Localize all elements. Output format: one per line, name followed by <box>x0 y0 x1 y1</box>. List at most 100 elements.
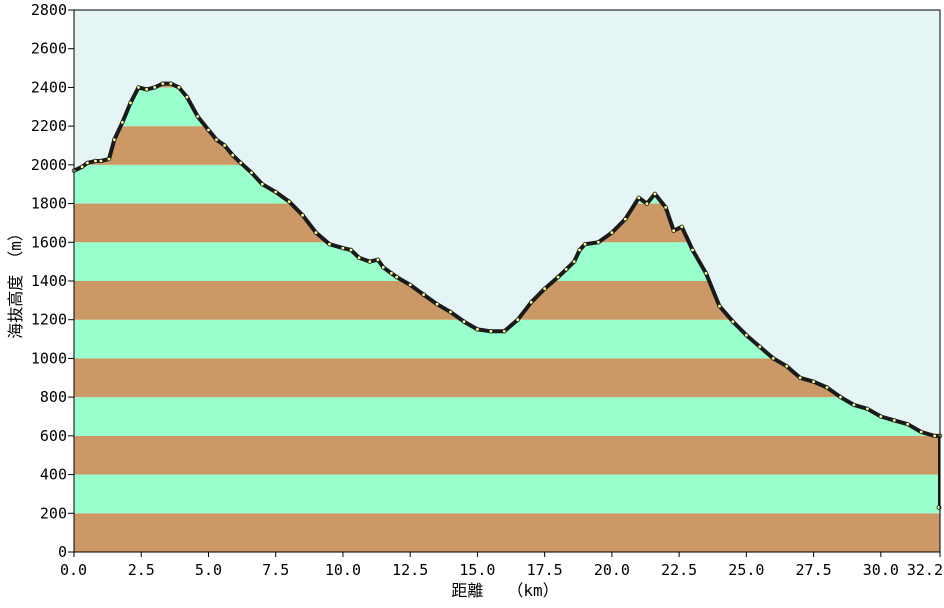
elevation-point <box>93 158 98 164</box>
x-tick-label: 30.0 <box>863 561 899 579</box>
elevation-point <box>260 181 265 187</box>
elevation-point <box>529 300 534 305</box>
elevation-point <box>488 329 494 334</box>
elevation-point <box>184 94 190 100</box>
x-tick-label: 22.5 <box>661 561 697 579</box>
elevation-point <box>784 364 789 369</box>
elevation-point <box>394 274 399 280</box>
elevation-point <box>905 422 910 427</box>
elevation-point <box>932 433 937 439</box>
axes: 0 200 400 600 800 1000 1200 1400 1600 1800 2000 220… <box>31 1 943 579</box>
elevation-point <box>195 114 200 119</box>
elevation-profile <box>71 81 943 510</box>
y-tick-label: 2000 <box>31 156 67 174</box>
sky-area <box>74 10 940 436</box>
elevation-point <box>577 247 582 253</box>
elevation-point <box>730 319 736 324</box>
y-tick-label: 1200 <box>31 311 67 329</box>
x-tick-label: 0.0 <box>60 561 87 579</box>
elevation-point <box>838 394 843 400</box>
y-tick-label: 1600 <box>31 233 67 251</box>
x-tick-label: 17.5 <box>527 561 563 579</box>
elevation-point <box>757 344 762 349</box>
elevation-point <box>824 385 830 390</box>
elevation-band <box>74 435 940 475</box>
elevation-point <box>408 282 413 288</box>
elevation-point <box>717 304 722 309</box>
elevation-point <box>878 414 883 419</box>
elevation-point <box>679 224 684 229</box>
elevation-point <box>273 189 278 195</box>
elevation-point <box>663 205 668 210</box>
y-tick-label: 1000 <box>31 349 67 367</box>
elevation-point <box>375 257 381 262</box>
y-tick-label: 2800 <box>31 1 67 19</box>
elevation-point <box>85 160 90 166</box>
elevation-point <box>771 356 776 361</box>
elevation-point <box>120 120 125 125</box>
elevation-point <box>222 143 227 148</box>
elevation-point <box>865 406 870 411</box>
x-tick-label: 2.5 <box>128 561 155 579</box>
elevation-point <box>381 265 386 270</box>
elevation-band <box>74 513 940 552</box>
x-tick-label: 10.0 <box>325 561 361 579</box>
elevation-point <box>367 259 372 264</box>
y-tick-label: 400 <box>40 466 67 484</box>
elevation-point <box>811 379 816 384</box>
elevation-point <box>636 195 641 200</box>
elevation-point <box>300 212 305 218</box>
elevation-point <box>623 216 628 222</box>
elevation-band <box>74 474 940 514</box>
elevation-point <box>644 201 650 206</box>
x-tick-label: 12.5 <box>392 561 428 579</box>
elevation-point <box>79 164 85 169</box>
x-tick-label: 15.0 <box>459 561 495 579</box>
elevation-point <box>112 137 117 142</box>
elevation-point <box>652 191 658 197</box>
elevation-point <box>690 247 695 253</box>
elevation-point <box>106 156 112 162</box>
elevation-point <box>851 402 857 408</box>
elevation-point <box>214 137 219 142</box>
elevation-point <box>671 228 676 233</box>
elevation-point <box>176 85 182 90</box>
elevation-point <box>356 255 362 260</box>
x-tick-label: 32.2 <box>907 561 943 579</box>
elevation-point <box>421 292 426 297</box>
elevation-point <box>892 418 897 423</box>
sky-fill <box>74 10 940 436</box>
y-tick-label: 0 <box>58 543 67 561</box>
elevation-point <box>168 81 173 86</box>
elevation-point <box>389 271 394 276</box>
elevation-point <box>448 309 453 315</box>
elevation-point <box>564 267 569 272</box>
y-tick-label: 2200 <box>31 117 67 135</box>
elevation-point <box>98 158 104 164</box>
elevation-point <box>703 271 709 276</box>
elevation-point <box>434 302 440 307</box>
elevation-point <box>348 247 354 253</box>
elevation-point <box>596 240 601 245</box>
elevation-point <box>238 160 243 166</box>
elevation-point <box>327 241 332 247</box>
y-tick-label: 2400 <box>31 78 67 96</box>
x-tick-label: 25.0 <box>728 561 764 579</box>
y-tick-label: 200 <box>40 504 67 522</box>
elevation-point <box>144 87 149 92</box>
elevation-point <box>572 259 577 264</box>
elevation-point <box>744 333 749 338</box>
elevation-point <box>206 127 211 133</box>
elevation-point <box>609 230 615 235</box>
elevation-line <box>72 81 942 438</box>
elevation-point <box>230 152 235 158</box>
y-tick-label: 2600 <box>31 40 67 58</box>
y-tick-label: 800 <box>40 388 67 406</box>
elevation-point <box>160 81 165 86</box>
elevation-point <box>515 317 520 322</box>
x-tick-label: 5.0 <box>195 561 222 579</box>
elevation-point <box>797 375 803 380</box>
elevation-point <box>340 245 346 251</box>
x-tick-label: 27.5 <box>796 561 832 579</box>
